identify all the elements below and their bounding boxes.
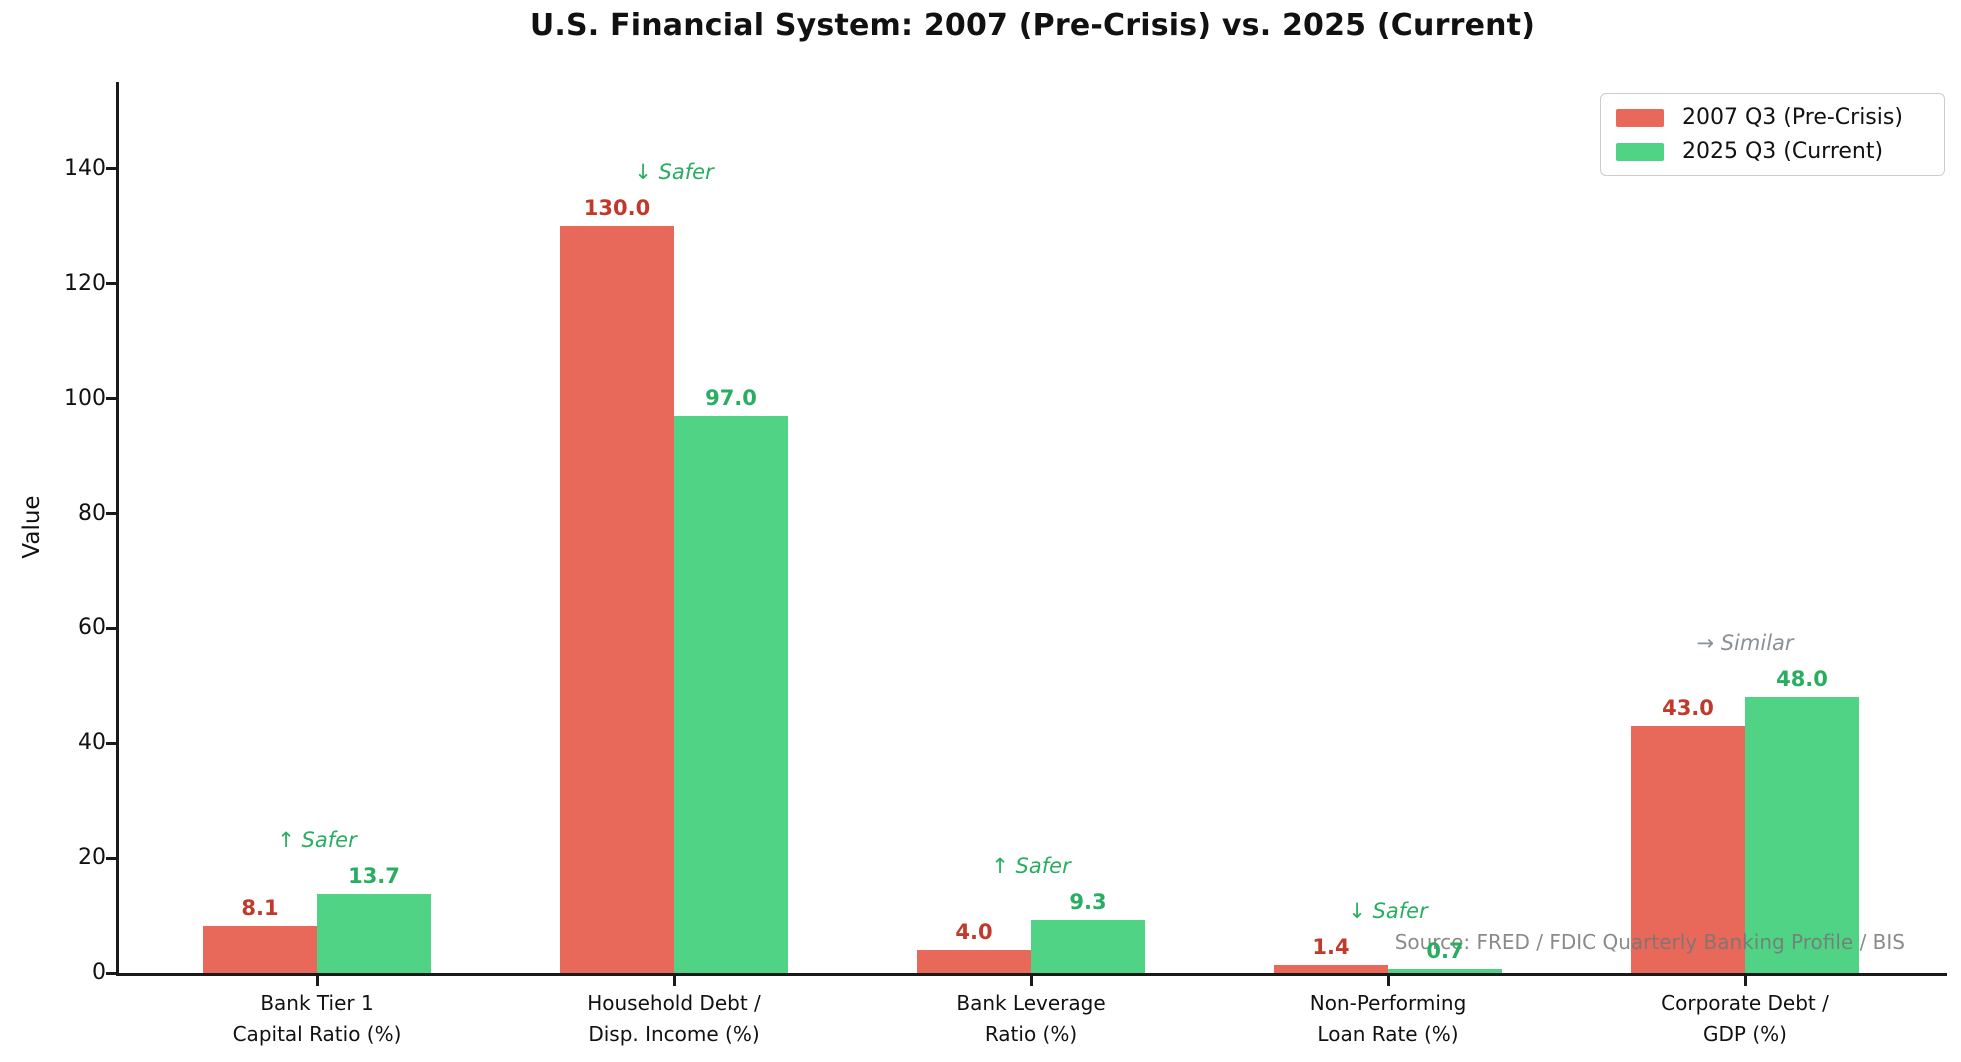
y-tick-mark — [106, 282, 116, 286]
bar-2025 — [674, 415, 788, 973]
y-tick-label: 80 — [78, 500, 106, 526]
x-category-label: Bank Tier 1 Capital Ratio (%) — [232, 991, 402, 1046]
x-tick-mark — [672, 976, 676, 986]
bar-2007 — [560, 226, 674, 973]
bar-value-label: 4.0 — [955, 920, 993, 945]
bar-value-label: 9.3 — [1069, 889, 1107, 914]
bar-2007 — [917, 950, 1031, 973]
bar-2007 — [1631, 726, 1745, 973]
y-tick-label: 40 — [78, 730, 106, 756]
x-tick-mark — [1029, 976, 1033, 986]
y-tick-label: 140 — [64, 155, 106, 181]
y-tick-mark — [106, 856, 116, 860]
legend-item-2007: 2007 Q3 (Pre-Crisis) — [1616, 104, 1929, 131]
y-tick-mark — [106, 741, 116, 745]
annotation-label: ↓ Safer — [634, 160, 714, 185]
x-axis-line — [116, 973, 1947, 976]
bar-2007 — [203, 926, 317, 973]
y-tick-mark — [106, 971, 116, 975]
y-tick-label: 120 — [64, 270, 106, 296]
bar-value-label: 1.4 — [1312, 934, 1350, 959]
bar-2025 — [1745, 697, 1859, 973]
annotation-label: ↓ Safer — [1348, 898, 1428, 923]
y-tick-mark — [106, 397, 116, 401]
x-category-label: Non-Performing Loan Rate (%) — [1309, 991, 1467, 1046]
annotation-label: ↑ Safer — [277, 828, 357, 853]
bar-value-label: 43.0 — [1662, 696, 1714, 721]
bar-value-label: 13.7 — [348, 864, 400, 889]
legend-swatch-2025-icon — [1616, 142, 1664, 161]
bar-value-label: 8.1 — [241, 896, 279, 921]
legend-swatch-2007-icon — [1616, 108, 1664, 127]
y-tick-mark — [106, 626, 116, 630]
legend-label-2025: 2025 Q3 (Current) — [1682, 139, 1884, 164]
annotation-label: → Similar — [1696, 631, 1794, 656]
x-category-label: Bank Leverage Ratio (%) — [956, 991, 1106, 1046]
y-tick-label: 20 — [78, 845, 106, 871]
y-tick-mark — [106, 512, 116, 516]
bar-value-label: 0.7 — [1426, 938, 1464, 963]
y-tick-label: 60 — [78, 615, 106, 641]
annotation-label: ↑ Safer — [991, 853, 1071, 878]
legend: 2007 Q3 (Pre-Crisis) 2025 Q3 (Current) — [1600, 93, 1945, 176]
y-axis-line — [116, 82, 119, 976]
y-tick-label: 0 — [92, 960, 106, 985]
legend-label-2007: 2007 Q3 (Pre-Crisis) — [1682, 105, 1903, 130]
source-note: Source: FRED / FDIC Quarterly Banking Pr… — [1394, 930, 1905, 954]
bar-2025 — [1388, 968, 1502, 973]
y-tick-mark — [106, 167, 116, 171]
bar-2025 — [1031, 919, 1145, 973]
bar-2007 — [1274, 964, 1388, 973]
y-tick-label: 100 — [64, 385, 106, 411]
bar-2025 — [317, 894, 431, 973]
x-tick-mark — [1743, 976, 1747, 986]
bar-value-label: 130.0 — [583, 196, 651, 221]
x-category-label: Household Debt / Disp. Income (%) — [587, 991, 761, 1046]
y-axis-label: Value — [19, 495, 45, 559]
bar-value-label: 97.0 — [705, 385, 757, 410]
x-category-label: Corporate Debt / GDP (%) — [1661, 991, 1829, 1046]
legend-item-2025: 2025 Q3 (Current) — [1616, 138, 1929, 165]
bar-value-label: 48.0 — [1776, 667, 1828, 692]
chart-title: U.S. Financial System: 2007 (Pre-Crisis)… — [529, 8, 1536, 43]
x-tick-mark — [1386, 976, 1390, 986]
x-tick-mark — [315, 976, 319, 986]
